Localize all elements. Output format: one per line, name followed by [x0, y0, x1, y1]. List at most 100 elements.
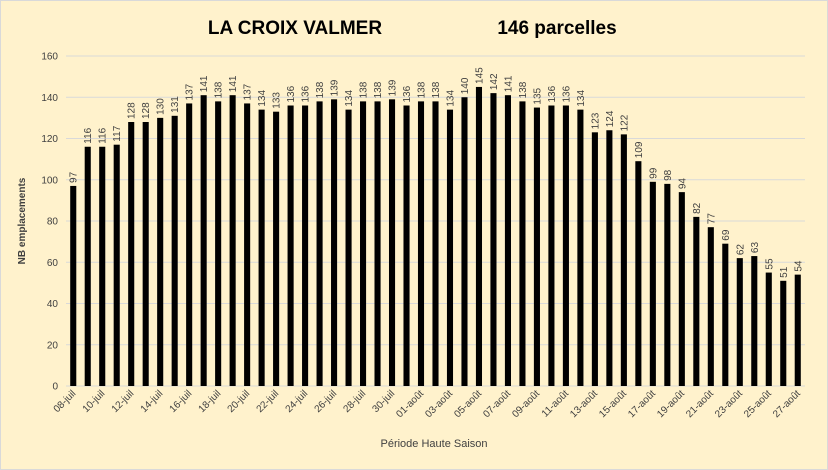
- value-label: 136: [301, 85, 312, 102]
- bar: [635, 161, 642, 386]
- bar: [678, 192, 685, 386]
- value-label: 145: [474, 67, 485, 84]
- bar: [533, 107, 540, 386]
- value-label: 137: [185, 83, 196, 100]
- bar: [374, 101, 381, 386]
- value-label: 134: [344, 90, 355, 107]
- bar: [490, 93, 497, 386]
- bar: [316, 101, 323, 386]
- value-label: 137: [243, 83, 254, 100]
- value-label: 55: [764, 258, 775, 270]
- bar: [215, 101, 222, 386]
- y-tick-label: 80: [47, 217, 59, 228]
- value-label: 77: [706, 213, 717, 225]
- bar: [273, 111, 280, 386]
- bar: [99, 146, 106, 386]
- value-label: 136: [561, 85, 572, 102]
- value-label: 51: [779, 266, 790, 278]
- value-label: 54: [793, 260, 804, 272]
- bar: [649, 181, 656, 386]
- value-label: 136: [547, 85, 558, 102]
- y-tick-label: 120: [41, 134, 58, 145]
- y-tick-label: 160: [41, 52, 58, 63]
- value-label: 128: [141, 102, 152, 119]
- value-label: 116: [83, 127, 94, 143]
- value-label: 138: [431, 81, 442, 98]
- x-axis-label: Période Haute Saison: [380, 438, 487, 450]
- y-tick-label: 20: [47, 340, 59, 351]
- value-label: 134: [576, 90, 587, 107]
- bar: [360, 101, 367, 386]
- bar: [417, 101, 425, 386]
- value-label: 134: [257, 90, 268, 107]
- value-label: 133: [272, 92, 283, 109]
- bar: [302, 105, 309, 386]
- y-tick-label: 100: [41, 175, 58, 186]
- value-label: 136: [402, 85, 413, 102]
- bar: [200, 95, 207, 386]
- y-tick-label: 40: [47, 299, 59, 310]
- bar: [244, 103, 251, 386]
- value-label: 69: [721, 229, 732, 241]
- bar: [519, 101, 526, 386]
- bar: [794, 274, 801, 386]
- value-label: 139: [330, 79, 341, 96]
- chart-subtitle: 146 parcelles: [497, 18, 616, 39]
- value-label: 124: [605, 110, 616, 127]
- value-label: 97: [69, 171, 80, 183]
- value-label: 62: [735, 244, 746, 256]
- bar: [461, 97, 468, 386]
- value-label: 138: [359, 81, 370, 98]
- bar: [128, 122, 135, 386]
- value-label: 138: [315, 81, 326, 98]
- bar: [765, 272, 772, 386]
- value-label: 82: [692, 202, 703, 214]
- value-label: 136: [286, 85, 297, 102]
- y-tick-label: 60: [47, 258, 59, 269]
- bar: [751, 256, 758, 386]
- value-label: 98: [663, 169, 674, 181]
- bar: [504, 95, 511, 386]
- bar: [258, 109, 265, 386]
- value-label: 138: [518, 81, 529, 98]
- value-label: 141: [228, 75, 239, 92]
- bar: [736, 258, 743, 386]
- chart-title: LA CROIX VALMER: [208, 18, 382, 39]
- value-label: 135: [532, 87, 543, 104]
- bar: [620, 134, 627, 386]
- bar: [722, 243, 729, 386]
- bar: [287, 105, 294, 386]
- value-label: 139: [388, 79, 399, 96]
- value-label: 130: [156, 98, 167, 115]
- bar: [548, 105, 555, 386]
- value-label: 138: [417, 81, 428, 98]
- value-label: 138: [214, 81, 225, 98]
- value-label: 116: [98, 127, 109, 143]
- y-axis-label: NB emplacements: [17, 177, 28, 264]
- bar: [693, 216, 700, 386]
- value-label: 134: [445, 90, 456, 107]
- bar: [331, 99, 338, 386]
- y-tick-label: 140: [41, 93, 58, 104]
- bar: [446, 109, 454, 386]
- value-label: 117: [112, 125, 123, 141]
- value-label: 94: [677, 178, 688, 190]
- value-label: 109: [634, 141, 645, 158]
- bar: [606, 130, 613, 386]
- value-label: 128: [127, 102, 138, 119]
- y-tick-label: 0: [52, 382, 58, 393]
- bar: [591, 132, 598, 386]
- bar: [345, 109, 352, 386]
- value-label: 142: [489, 73, 500, 90]
- bar: [707, 227, 714, 386]
- value-label: 123: [590, 112, 601, 129]
- bar: [171, 115, 178, 386]
- bar: [403, 105, 410, 386]
- bar: [84, 146, 91, 386]
- value-label: 141: [199, 75, 210, 92]
- bar: [113, 144, 120, 386]
- bar: [780, 280, 787, 386]
- bar: [70, 185, 77, 386]
